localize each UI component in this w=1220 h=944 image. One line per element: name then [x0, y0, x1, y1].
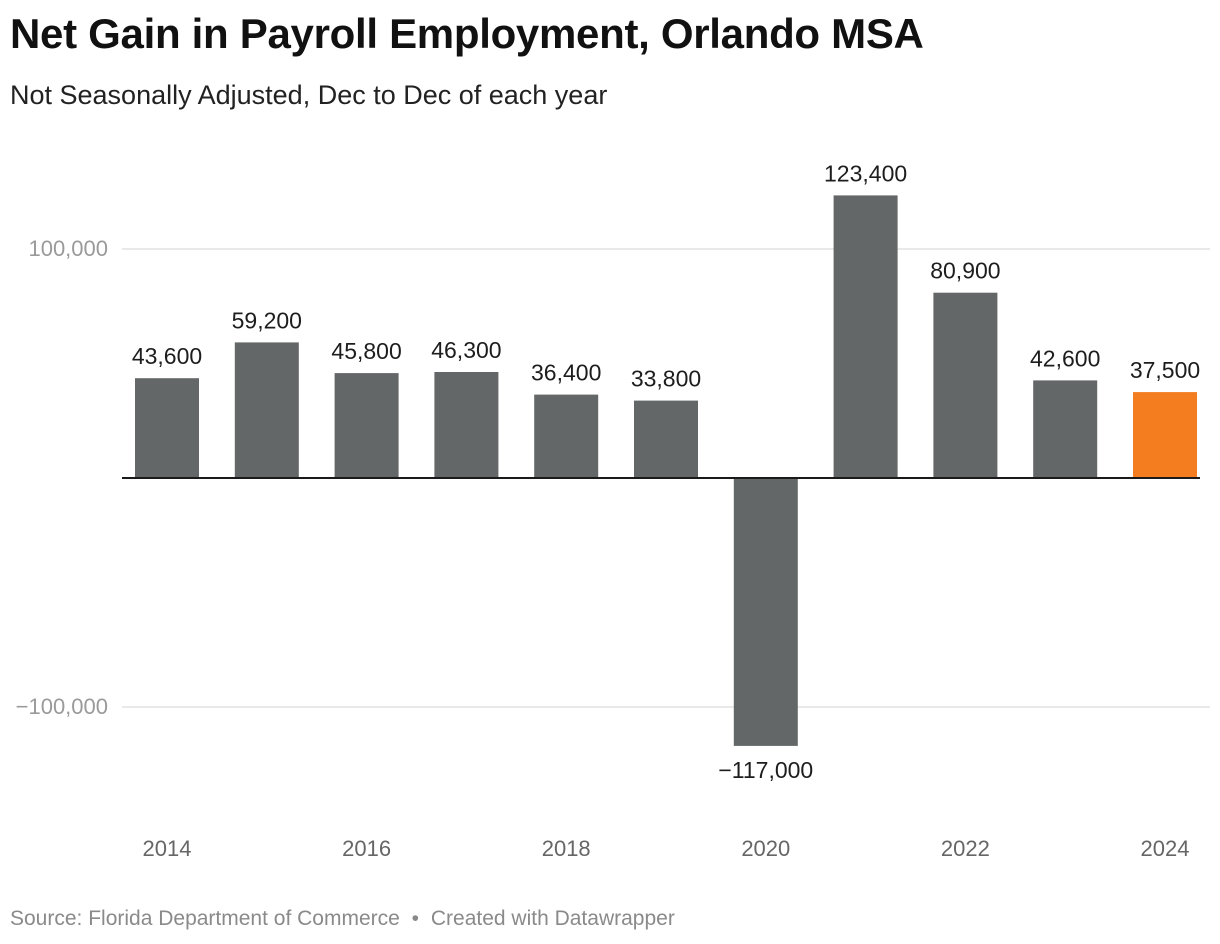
x-tick-label-2018: 2018	[542, 836, 591, 861]
chart-title: Net Gain in Payroll Employment, Orlando …	[10, 10, 924, 57]
source-note: Source: Florida Department of Commerce	[10, 907, 400, 930]
value-label-2017: 46,300	[431, 337, 501, 363]
x-tick-label-2014: 2014	[143, 836, 192, 861]
value-label-2020: −117,000	[718, 757, 813, 783]
bar-2019	[634, 400, 698, 478]
bar-2017	[434, 372, 499, 478]
x-axis-tick-labels: 2014 2016 2018 2020 2022 2024	[143, 836, 1190, 861]
value-label-2022: 80,900	[930, 258, 1000, 284]
chart-subtitle: Not Seasonally Adjusted, Dec to Dec of e…	[10, 80, 608, 110]
chart-footer: Source: Florida Department of Commerce •…	[10, 907, 675, 931]
bars	[135, 195, 1197, 746]
bar-2015	[234, 342, 299, 478]
value-label-2014: 43,600	[132, 343, 202, 369]
value-label-2019: 33,800	[631, 366, 701, 392]
credit-note: Created with Datawrapper	[430, 907, 675, 930]
footer-separator: •	[411, 907, 420, 930]
value-label-2024: 37,500	[1130, 357, 1200, 383]
x-tick-label-2024: 2024	[1141, 836, 1190, 861]
bar-2016	[334, 373, 399, 478]
bar-2014	[135, 378, 199, 478]
bar-2021	[833, 195, 898, 478]
x-tick-label-2022: 2022	[941, 836, 990, 861]
x-tick-label-2020: 2020	[741, 836, 790, 861]
value-label-2023: 42,600	[1030, 345, 1100, 371]
bar-2020	[733, 478, 798, 746]
value-label-2018: 36,400	[531, 360, 601, 386]
value-label-2016: 45,800	[331, 338, 401, 364]
gridlines	[122, 248, 1210, 708]
bar-2024	[1133, 392, 1197, 478]
bar-2023	[1033, 380, 1098, 478]
value-label-2021: 123,400	[824, 160, 907, 186]
value-label-2015: 59,200	[232, 307, 302, 333]
y-axis-tick-labels: 100,000 −100,000	[16, 236, 108, 719]
x-tick-label-2016: 2016	[342, 836, 391, 861]
bar-2018	[534, 394, 599, 478]
bar-2022	[933, 292, 998, 478]
value-labels: 43,600 59,200 45,800 46,300 36,400 33,800 −117…	[132, 160, 1200, 783]
y-tick-label: 100,000	[28, 236, 108, 261]
y-tick-label: −100,000	[16, 694, 108, 719]
